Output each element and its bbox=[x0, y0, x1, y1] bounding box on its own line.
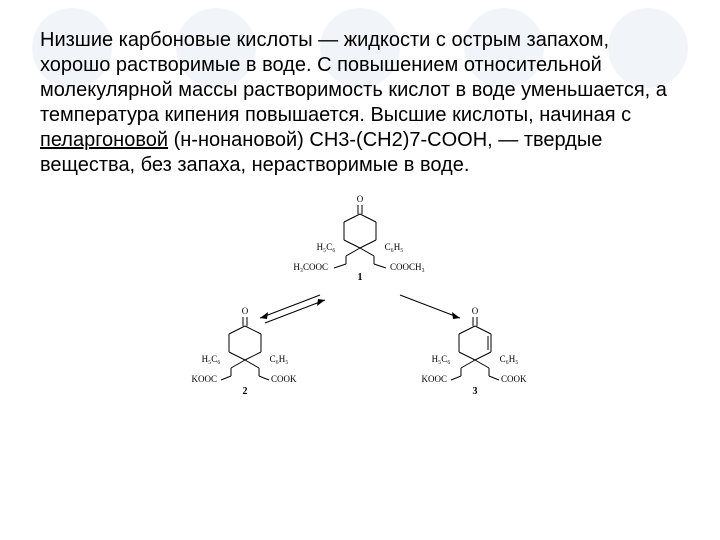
o-atom-label: O bbox=[472, 306, 479, 316]
phenyl-left-label: H₅C₆ bbox=[432, 354, 451, 364]
o-atom-label: O bbox=[242, 306, 249, 316]
phenyl-right-label: C₆H₅ bbox=[500, 354, 519, 364]
acid-right-label: COOK bbox=[271, 374, 297, 384]
o-atom-label: O bbox=[357, 194, 364, 204]
body-paragraph: Низшие карбоновые кислоты — жидкости с о… bbox=[40, 28, 680, 178]
compound-number-1: 1 bbox=[358, 272, 363, 283]
acid-left-label: KOOC bbox=[421, 374, 447, 384]
compound-number-3: 3 bbox=[473, 386, 478, 397]
structure-2: O H₅C₆ C₆H₅ KOOC COOK 2 bbox=[191, 306, 297, 397]
structure-3: O H₅C₆ C₆H₅ KOOC COOK 3 bbox=[421, 306, 527, 397]
phenyl-right-label: C₆H₅ bbox=[385, 242, 404, 252]
phenyl-right-label: C₆H₅ bbox=[270, 354, 289, 364]
compound-number-2: 2 bbox=[243, 386, 248, 397]
slide-content: Низшие карбоновые кислоты — жидкости с о… bbox=[0, 0, 720, 417]
chemical-scheme-svg: O H₅C₆ C₆H₅ H₃COOC COOCH₃ bbox=[150, 192, 570, 407]
ester-left-label: H₃COOC bbox=[293, 262, 328, 272]
text-segment-1: Низшие карбоновые кислоты — жидкости с о… bbox=[40, 29, 667, 126]
acid-left-label: KOOC bbox=[191, 374, 217, 384]
phenyl-left-label: H₅C₆ bbox=[202, 354, 221, 364]
chemical-diagram-container: O H₅C₆ C₆H₅ H₃COOC COOCH₃ bbox=[40, 192, 680, 407]
acid-right-label: COOK bbox=[501, 374, 527, 384]
ester-right-label: COOCH₃ bbox=[390, 262, 425, 272]
phenyl-left-label: H₅C₆ bbox=[317, 242, 336, 252]
reaction-arrows bbox=[260, 295, 460, 323]
pelargonic-link: пеларгоновой bbox=[40, 129, 168, 151]
structure-1: O H₅C₆ C₆H₅ H₃COOC COOCH₃ bbox=[293, 194, 424, 283]
